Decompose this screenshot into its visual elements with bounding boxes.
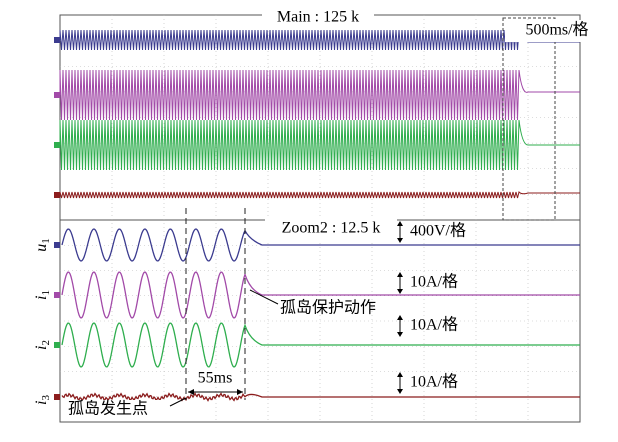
zoom-waveform (61, 271, 580, 319)
channel-marker (54, 394, 60, 400)
channel-symbol: u (33, 244, 50, 252)
channel-label: i2 (33, 340, 52, 350)
zoom-window (502, 17, 556, 221)
label-bg (64, 400, 174, 420)
arrow-heads (397, 272, 403, 294)
channel-label: u1 (33, 238, 52, 252)
channel-scale: 10A/格 (410, 273, 458, 291)
annotation: 孤岛发生点 (68, 400, 148, 418)
channel-marker (54, 142, 60, 148)
main-title: Main : 125 k (277, 9, 359, 26)
channel-scale: 10A/格 (410, 316, 458, 334)
main-waveform (59, 69, 580, 121)
scales: 400V/格 10A/格 10A/格 10A/格 (397, 221, 466, 394)
channel-scale: 10A/格 (410, 373, 458, 391)
leader (249, 289, 279, 305)
label-bg (505, 20, 609, 42)
channel-symbol: i (33, 401, 50, 405)
channel-index: 2 (40, 340, 52, 346)
channel-symbol: i (33, 346, 50, 350)
channel-marker (54, 92, 60, 98)
zoom-waveform (61, 228, 580, 262)
label-bg (190, 369, 240, 387)
channel-marker (54, 342, 60, 348)
label-bg (265, 218, 397, 240)
channel-label: i1 (33, 290, 52, 300)
annotation: 孤岛保护动作 (280, 299, 376, 317)
channel-index: 1 (40, 290, 52, 296)
zoom-waveform (61, 392, 580, 402)
main-waveform (59, 29, 580, 51)
label-bg (262, 8, 374, 28)
arrow-heads (397, 221, 403, 243)
annotation: 55ms (198, 370, 233, 387)
zoom-title: Zoom2 : 12.5 k (282, 220, 381, 237)
main-waveform (59, 119, 580, 171)
channel-marker (54, 37, 60, 43)
channel-symbol: i (33, 296, 50, 300)
channel-index: 1 (40, 238, 52, 244)
channel-marker (54, 192, 60, 198)
channel-index: 3 (40, 395, 52, 401)
channel-marker (54, 292, 60, 298)
main-waveform (59, 191, 580, 199)
waveforms (54, 29, 580, 402)
zoom-waveform (61, 322, 580, 368)
arrow-heads (397, 372, 403, 394)
leader (169, 397, 187, 407)
channel-scale: 400V/格 (410, 222, 466, 240)
channel-marker (54, 242, 60, 248)
arrow-heads (188, 389, 243, 395)
time-scale: 500ms/格 (525, 21, 588, 39)
arrow-heads (397, 315, 403, 337)
channel-label: i3 (33, 395, 52, 405)
